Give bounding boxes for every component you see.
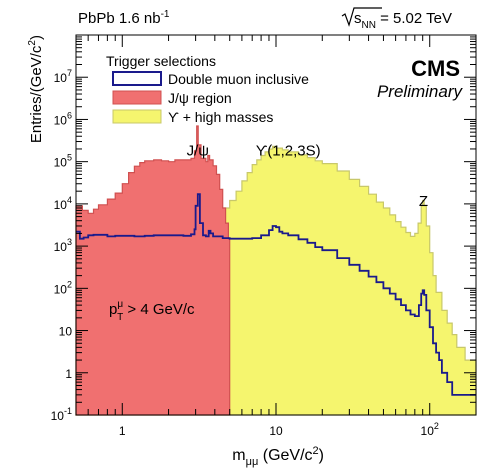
status-label: Preliminary: [377, 82, 464, 101]
y-tick-label: 10: [59, 325, 73, 339]
y-tick-label: 1: [65, 367, 72, 381]
peak-annotation-1: ϒ(1,2,3S): [256, 142, 321, 159]
header-left: PbPb 1.6 nb-1: [78, 9, 170, 27]
legend-label-inclusive: Double muon inclusive: [168, 71, 309, 87]
x-tick-label: 1: [119, 424, 126, 438]
peak-annotation-2: Z: [419, 193, 428, 210]
x-tick-label: 10: [269, 424, 283, 438]
legend-swatch-jpsi: [113, 91, 161, 104]
y-axis-label: Entries/(GeV/c2): [27, 35, 45, 143]
legend-label-jpsi: J/ψ region: [168, 90, 232, 106]
legend-swatch-inclusive: [113, 72, 161, 85]
peak-annotation-0: J/ψ: [187, 142, 209, 159]
legend-title: Trigger selections: [106, 53, 216, 69]
legend-label-upsilon: ϒ + high masses: [168, 109, 273, 125]
legend-swatch-upsilon: [113, 110, 161, 123]
experiment-label: CMS: [411, 56, 460, 81]
